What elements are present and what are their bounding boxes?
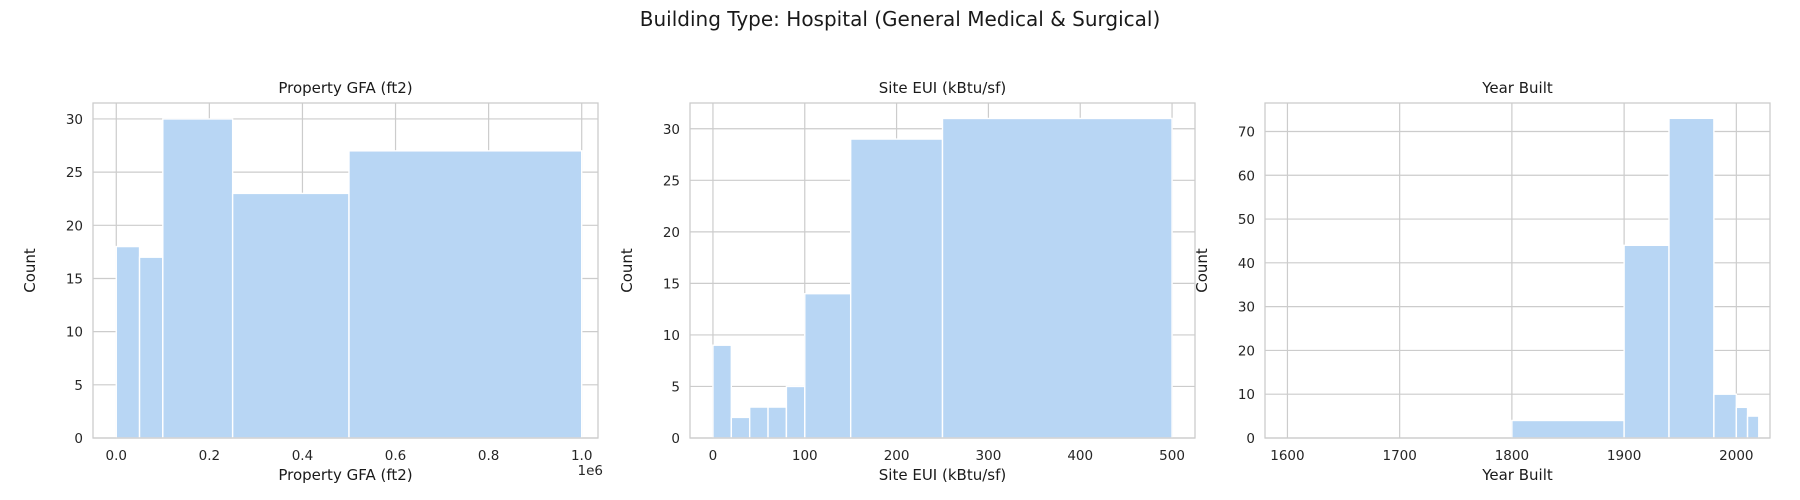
histogram-bar (1713, 393, 1738, 439)
histogram-bar (1746, 415, 1760, 439)
histogram-bar (1668, 117, 1715, 439)
histogram-bar (712, 344, 733, 439)
x-tick-label: 1700 (1382, 448, 1416, 464)
x-tick-label: 2000 (1719, 448, 1753, 464)
axes-title: Year Built (1481, 79, 1553, 97)
y-tick-label: 50 (1238, 212, 1255, 228)
histogram-bar (941, 117, 1173, 439)
x-axis-offset-label: 1e6 (578, 463, 603, 479)
x-tick-label: 200 (884, 448, 910, 464)
y-tick-label: 25 (663, 173, 680, 189)
axes-title: Site EUI (kBtu/sf) (879, 79, 1006, 97)
histogram-bar (1735, 406, 1749, 439)
histogram-bar (231, 192, 350, 439)
axes-frame (689, 102, 1196, 439)
histogram-bar (1511, 419, 1625, 439)
y-tick-label: 25 (66, 165, 83, 181)
histogram-bar (162, 118, 234, 439)
y-tick-label: 20 (1238, 343, 1255, 359)
chart-panel-1: 0.0 0.2 0.4 0.6 0.8 1.0 0 5 10 15 20 25 30 Property G… (21, 79, 603, 484)
histogram-bar (730, 416, 751, 439)
y-tick-label: 5 (671, 379, 680, 395)
y-axis-label: Count (1193, 248, 1211, 293)
x-tick-label: 0.0 (106, 448, 127, 464)
histogram-bar (348, 150, 583, 439)
x-tick-label: 0.6 (385, 448, 406, 464)
y-tick-label: 40 (1238, 256, 1255, 272)
y-tick-label: 20 (66, 218, 83, 234)
histogram-bar (1623, 244, 1670, 439)
x-tick-label: 500 (1159, 448, 1185, 464)
histogram-bar (804, 292, 852, 439)
y-tick-label: 5 (74, 378, 83, 394)
x-tick-label: 1600 (1270, 448, 1304, 464)
y-axis-label: Count (618, 248, 636, 293)
x-axis-label: Property GFA (ft2) (278, 466, 412, 484)
y-tick-label: 15 (663, 276, 680, 292)
x-axis-label: Year Built (1481, 466, 1553, 484)
chart-panel-2: 0 100 200 300 400 500 0 5 10 15 20 25 30 Site EUI (kB… (618, 79, 1196, 484)
x-tick-label: 0 (709, 448, 718, 464)
x-tick-label: 0.8 (478, 448, 499, 464)
histogram-bar (748, 406, 769, 439)
y-axis-label: Count (21, 248, 39, 293)
figure-suptitle: Building Type: Hospital (General Medical… (640, 7, 1161, 31)
x-tick-label: 1.0 (571, 448, 592, 464)
histogram-bar (767, 406, 788, 439)
histogram-bar (785, 385, 806, 439)
axes-title: Property GFA (ft2) (278, 79, 412, 97)
y-tick-label: 30 (663, 122, 680, 138)
x-tick-label: 0.2 (199, 448, 220, 464)
y-tick-label: 0 (1246, 431, 1255, 447)
y-tick-label: 60 (1238, 168, 1255, 184)
y-tick-label: 30 (1238, 300, 1255, 316)
x-tick-label: 1900 (1607, 448, 1641, 464)
x-tick-label: 1800 (1495, 448, 1529, 464)
histogram-bar (138, 256, 164, 439)
axes-frame (92, 102, 599, 439)
y-tick-label: 0 (74, 431, 83, 447)
y-tick-label: 10 (663, 328, 680, 344)
x-axis-label: Site EUI (kBtu/sf) (879, 466, 1006, 484)
x-tick-label: 400 (1067, 448, 1093, 464)
x-tick-label: 100 (792, 448, 818, 464)
x-tick-label: 0.4 (292, 448, 313, 464)
y-tick-label: 70 (1238, 124, 1255, 140)
y-tick-label: 10 (1238, 387, 1255, 403)
histogram-bar (115, 245, 141, 439)
y-tick-label: 20 (663, 225, 680, 241)
axes-frame (1264, 102, 1771, 439)
chart-panels: 0.0 0.2 0.4 0.6 0.8 1.0 0 5 10 15 20 25 30 Property G… (21, 79, 1771, 484)
y-tick-label: 0 (671, 431, 680, 447)
y-tick-label: 10 (66, 325, 83, 341)
histogram-bar (849, 138, 944, 439)
y-tick-label: 15 (66, 271, 83, 287)
x-tick-label: 300 (976, 448, 1002, 464)
chart-panel-3: 1600 1700 1800 1900 2000 0 10 20 30 40 50 60 70 Year … (1193, 79, 1771, 484)
y-tick-label: 30 (66, 112, 83, 128)
